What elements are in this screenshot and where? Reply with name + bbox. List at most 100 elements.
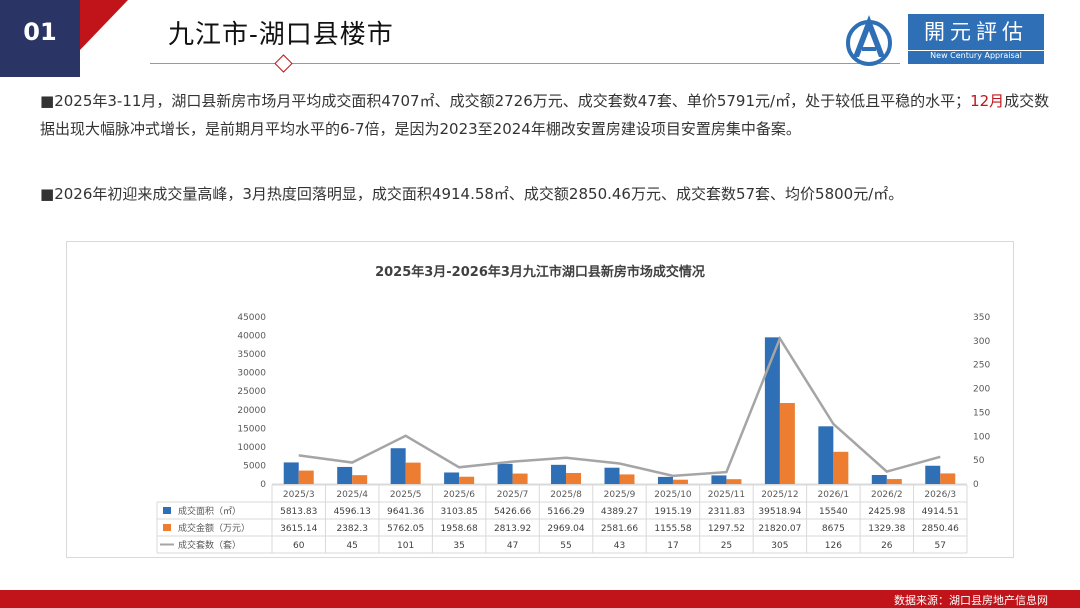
data-table-value: 43 [614,541,625,551]
x-category-label: 2026/2 [871,490,903,500]
paragraph-text: 2025年3-11月，湖口县新房市场月平均成交面积4707㎡、成交额2726万元… [54,92,971,110]
y-right-tick-label: 350 [973,313,990,323]
bar-area [764,337,780,484]
y-left-tick-label: 35000 [237,350,266,360]
data-table-value: 1297.52 [708,524,745,534]
y-right-tick-label: 300 [973,337,990,347]
company-logo-icon [846,15,892,66]
summary-paragraph-1: ■2025年3-11月，湖口县新房市场月平均成交面积4707㎡、成交额2726万… [40,87,1050,143]
data-table-value: 47 [507,541,518,551]
legend-swatch-amount [163,524,171,531]
bar-amount [405,462,421,484]
data-table-value: 4596.13 [334,507,371,517]
data-table-value: 1915.19 [654,507,691,517]
bar-amount [726,479,742,484]
x-category-label: 2025/12 [761,490,798,500]
data-table-value: 4389.27 [601,507,638,517]
chart-container: 2025年3月-2026年3月九江市湖口县新房市场成交情况 0 5000 10000… [66,241,1014,558]
y-left-tick-label: 45000 [237,313,266,323]
section-number: 01 [23,18,57,46]
data-table-value: 1329.38 [868,524,905,534]
bar-area [711,475,727,484]
data-table-value: 21820.07 [758,524,801,534]
bar-amount [672,479,688,484]
data-table-value: 1155.58 [654,524,691,534]
data-table-value: 2581.66 [601,524,638,534]
data-table-value: 8675 [822,524,845,534]
footer-bar: 数据来源：湖口县房地产信息网 [0,590,1080,608]
chart-title: 2025年3月-2026年3月九江市湖口县新房市场成交情况 [375,264,705,280]
data-table-value: 17 [667,541,678,551]
paragraph-text: 成交数据出现大幅脉冲式增长，是前期月平均水平的6-7倍，是因为2023至2024… [40,92,1050,138]
data-table-value: 5762.05 [387,524,424,534]
bar-amount [512,473,528,484]
data-table-value: 101 [397,541,414,551]
x-category-label: 2025/9 [604,490,636,500]
data-source: 数据来源：湖口县房地产信息网 [894,594,1048,607]
x-category-label: 2025/7 [497,490,529,500]
y-right-tick-label: 200 [973,385,990,395]
data-table-value: 126 [825,541,842,551]
logo-chinese-text: 開元評估 [924,20,1028,44]
bar-amount [566,472,582,484]
bar-area [604,467,620,484]
legend-series-name: 成交套数（套） [178,539,241,551]
y-left-tick-label: 40000 [237,332,266,342]
bar-area [283,462,299,484]
data-table-value: 5166.29 [547,507,584,517]
data-table-value: 25 [721,541,732,551]
y-right-tick-label: 100 [973,432,990,442]
y-left-tick-label: 10000 [237,443,266,453]
bar-amount [619,474,635,484]
header-accent-block [0,0,80,77]
bar-amount [940,473,956,484]
data-table-value: 4914.51 [922,507,959,517]
data-table-value: 1958.68 [441,524,478,534]
data-table-value: 5426.66 [494,507,531,517]
bar-area [657,476,673,484]
company-logo: 開元評估 New Century Appraisal [908,14,1044,64]
y-left-tick-label: 30000 [237,369,266,379]
combo-chart: 2025年3月-2026年3月九江市湖口县新房市场成交情况 0 5000 10000… [156,264,990,554]
y-right-tick-label: 0 [973,480,979,490]
data-table-value: 9641.36 [387,507,424,517]
data-table-value: 5813.83 [280,507,317,517]
y-left-tick-label: 15000 [237,424,266,434]
bullet-icon: ■ [40,92,55,110]
x-category-label: 2025/5 [390,490,422,500]
bullet-icon: ■ [40,185,55,203]
bar-area [337,466,353,484]
paragraph-text: 2026年初迎来成交量高峰，3月热度回落明显，成交面积4914.58㎡、成交额2… [54,185,904,203]
bar-amount [833,451,849,484]
data-table-value: 55 [560,541,571,551]
legend-series-name: 成交金额（万元） [178,522,250,534]
data-table-value: 57 [935,541,946,551]
bar-amount [298,470,314,484]
bar-area [551,464,567,484]
y-left-tick-label: 5000 [243,461,266,471]
bar-amount [779,403,795,484]
data-table-value: 35 [453,541,464,551]
y-right-tick-label: 250 [973,361,990,371]
data-table-value: 26 [881,541,893,551]
data-table-value: 45 [346,541,357,551]
data-table-value: 3615.14 [280,524,317,534]
data-table-value: 2382.3 [336,524,368,534]
x-category-label: 2025/4 [336,490,368,500]
x-category-label: 2025/10 [654,490,692,500]
bar-area [390,448,406,484]
page-title: 九江市-湖口县楼市 [168,20,394,50]
y-right-tick-label: 50 [973,456,985,466]
data-table-value: 3103.85 [441,507,478,517]
data-table-value: 2311.83 [708,507,745,517]
data-table-value: 2425.98 [868,507,905,517]
y-right-tick-label: 150 [973,408,990,418]
bar-area [444,472,460,484]
x-category-label: 2025/8 [550,490,582,500]
line-count-series [298,335,941,478]
bar-area [818,426,834,484]
bar-area [871,474,887,484]
y-left-tick-label: 25000 [237,387,266,397]
bar-amount [886,479,902,484]
header-divider [150,63,900,64]
